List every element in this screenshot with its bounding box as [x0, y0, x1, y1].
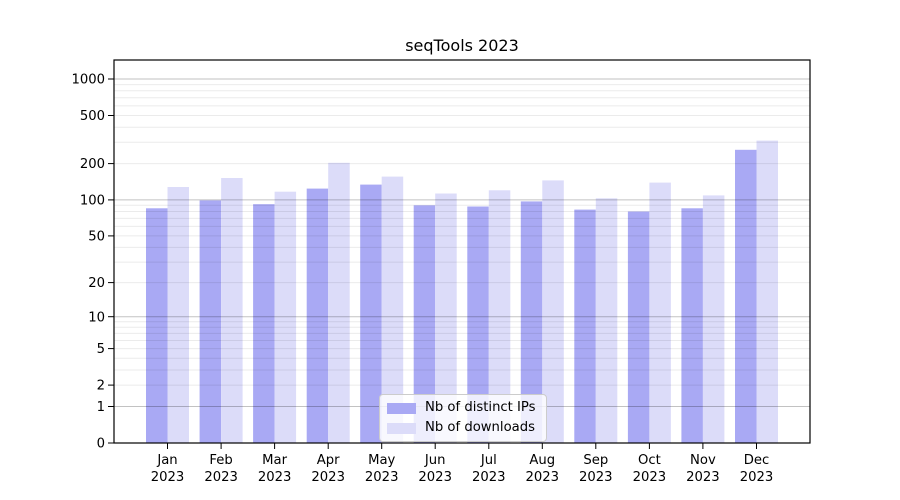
x-tick-year-sep: 2023	[579, 470, 613, 485]
y-tick-label-50: 50	[88, 230, 105, 245]
bar-downloads-jan	[167, 187, 189, 443]
y-tick-label-200: 200	[80, 157, 105, 172]
bar-downloads-jul	[488, 190, 511, 443]
plot-border	[113, 59, 811, 444]
x-tick-label-nov: Nov	[690, 453, 716, 468]
minor-gridlines	[114, 84, 810, 386]
bar-distinct-ips-feb	[199, 200, 222, 443]
y-tick-label-5: 5	[97, 342, 105, 357]
x-tick-year-oct: 2023	[633, 470, 667, 485]
bar-distinct-ips-sep	[574, 209, 596, 443]
legend-swatch-downloads-icon	[387, 422, 416, 434]
bar-distinct-ips-jan	[146, 208, 168, 443]
chart-title: seqTools 2023	[405, 36, 519, 55]
y-tick-label-500: 500	[80, 109, 105, 124]
x-tick-year-apr: 2023	[311, 470, 345, 485]
x-tick-label-dec: Dec	[744, 453, 770, 468]
y-tick-label-2: 2	[97, 379, 105, 394]
x-tick-year-jan: 2023	[151, 470, 185, 485]
legend-item-downloads: Nb of downloads	[387, 420, 536, 436]
x-tick-year-may: 2023	[365, 470, 399, 485]
bar-downloads-may	[381, 176, 404, 443]
legend-item-distinct-ips: Nb of distinct IPs	[387, 400, 536, 416]
bar-distinct-ips-dec	[735, 149, 757, 444]
bar-distinct-ips-jul	[467, 206, 489, 443]
x-tick-year-feb: 2023	[204, 470, 238, 485]
x-tick-year-mar: 2023	[258, 470, 292, 485]
legend-swatch-distinct-ips-icon	[387, 402, 416, 414]
x-tick-year-aug: 2023	[526, 470, 560, 485]
x-tick-label-jul: Jul	[480, 453, 497, 468]
bar-downloads-dec	[756, 140, 778, 443]
bar-distinct-ips-nov	[681, 208, 703, 443]
bar-distinct-ips-oct	[627, 211, 650, 443]
y-tick-label-10: 10	[88, 310, 105, 325]
y-tick-label-1: 1	[97, 400, 105, 415]
legend-label-distinct-ips: Nb of distinct IPs	[425, 400, 536, 415]
bar-downloads-aug	[542, 180, 564, 443]
legend-box: Nb of distinct IPs Nb of downloads	[379, 394, 547, 442]
bar-distinct-ips-apr	[306, 188, 329, 443]
bar-downloads-sep	[595, 198, 618, 443]
axis-ticks	[108, 78, 757, 449]
x-axis-tick-labels: Jan 2023 Feb 2023 Mar 2023 Apr 2023 May 2023 Jun 20…	[151, 453, 774, 485]
bar-downloads-mar	[274, 191, 297, 443]
x-tick-year-nov: 2023	[686, 470, 720, 485]
bar-distinct-ips-mar	[253, 204, 275, 443]
y-tick-label-100: 100	[80, 194, 105, 209]
y-axis-tick-labels: 0 1 2 5 10 20 50 100 200 500 1000	[71, 73, 105, 452]
x-tick-label-feb: Feb	[209, 453, 232, 468]
bars-distinct-ips	[146, 149, 757, 444]
x-tick-label-sep: Sep	[583, 453, 608, 468]
y-tick-label-1000: 1000	[71, 73, 105, 88]
bar-distinct-ips-aug	[520, 201, 543, 443]
bar-distinct-ips-may	[360, 184, 382, 443]
x-tick-label-jan: Jan	[156, 453, 177, 468]
legend-label-downloads: Nb of downloads	[425, 420, 535, 435]
x-tick-label-may: May	[368, 453, 395, 468]
x-tick-label-mar: Mar	[262, 453, 287, 468]
y-tick-label-0: 0	[97, 437, 105, 452]
x-tick-label-aug: Aug	[529, 453, 555, 468]
bar-downloads-nov	[702, 195, 725, 443]
x-tick-label-apr: Apr	[317, 453, 340, 468]
bar-downloads-apr	[328, 162, 350, 444]
bar-downloads-oct	[649, 182, 671, 443]
x-tick-label-oct: Oct	[638, 453, 661, 468]
x-tick-year-dec: 2023	[740, 470, 774, 485]
bars-downloads	[167, 140, 778, 444]
x-tick-year-jul: 2023	[472, 470, 506, 485]
x-tick-year-jun: 2023	[418, 470, 452, 485]
bar-distinct-ips-jun	[413, 205, 436, 443]
y-tick-label-20: 20	[88, 276, 105, 291]
x-tick-label-jun: Jun	[424, 453, 446, 468]
bar-downloads-jun	[435, 193, 457, 443]
bar-downloads-feb	[221, 178, 243, 443]
